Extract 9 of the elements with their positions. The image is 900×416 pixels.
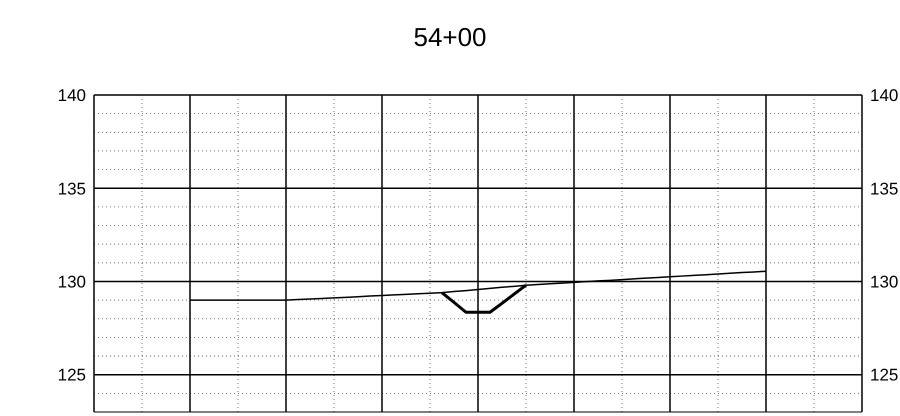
y2-tick-label: 125	[870, 366, 898, 385]
y-tick-label: 140	[58, 86, 86, 106]
y-tick-label: 125	[58, 366, 86, 385]
y2-tick-label: 130	[870, 272, 898, 292]
y2-tick-label: 135	[870, 179, 898, 198]
chart-title: 54+00	[412, 22, 488, 53]
y-tick-label: 130	[58, 272, 86, 292]
y2-tick-label: 140	[870, 86, 898, 106]
y-tick-label: 135	[58, 179, 86, 198]
